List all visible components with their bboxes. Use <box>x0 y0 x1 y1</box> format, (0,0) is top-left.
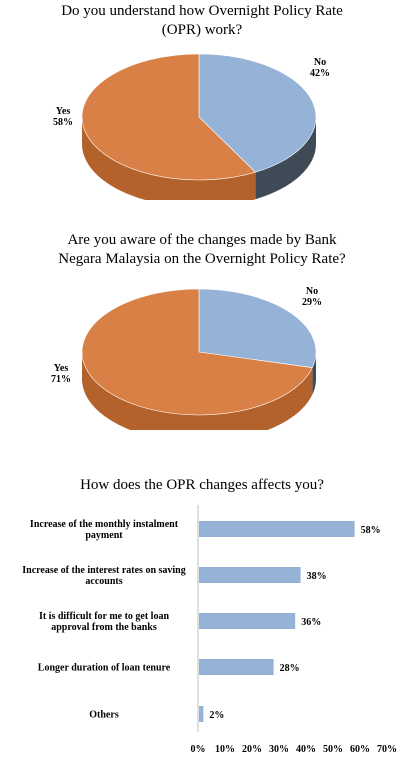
x-tick-label-3: 30% <box>269 744 289 755</box>
pie2-label-yes-name: Yes <box>54 363 69 374</box>
pie1-slice-side-yes <box>82 117 256 200</box>
pie1-title-line-2: (OPR) work? <box>161 22 243 38</box>
pie2-label-no-value: 29% <box>302 297 322 308</box>
bar-3 <box>199 613 296 629</box>
bar-category-label-3-line-2: approval from the banks <box>51 622 157 633</box>
bar-category-label-1-line-1: Increase of the monthly instalment <box>30 519 179 530</box>
bar-value-label-3: 36% <box>301 617 321 628</box>
pie2-title-line-2: Negara Malaysia on the Overnight Policy … <box>58 251 346 267</box>
bar-category-label-4-line-1: Longer duration of loan tenure <box>38 663 171 674</box>
pie2-slice-no <box>198 288 317 368</box>
bar-category-label-2-line-2: accounts <box>85 576 122 587</box>
bar-value-label-1: 58% <box>361 525 381 536</box>
pie1-title: Do you understand how Overnight Policy R… <box>0 2 404 40</box>
pie1-label-no-value: 42% <box>310 68 330 79</box>
bar-category-label-5-line-1: Others <box>89 710 119 721</box>
pie2-title: Are you aware of the changes made by Ban… <box>0 231 404 269</box>
pie1-slice-no <box>198 53 317 173</box>
bar-title-text: How does the OPR changes affects you? <box>80 477 324 493</box>
bar-5 <box>199 706 204 722</box>
pie1-label-yes-value: 58% <box>53 117 73 128</box>
bar-value-label-4: 28% <box>280 663 300 674</box>
x-tick-label-1: 10% <box>215 744 235 755</box>
bar-value-label-2: 38% <box>307 571 327 582</box>
pie2-slice-side-no <box>312 352 316 395</box>
pie2-slice-yes <box>81 288 313 416</box>
bar-category-label-1-line-2: payment <box>85 530 123 541</box>
pie2-slice-side-yes <box>82 352 313 430</box>
bar-category-label-3-line-1: It is difficult for me to get loan <box>39 611 170 622</box>
x-tick-label-2: 20% <box>242 744 262 755</box>
pie2-label-no-name: No <box>306 286 318 297</box>
x-tick-label-7: 70% <box>377 744 397 755</box>
x-tick-label-4: 40% <box>296 744 316 755</box>
x-tick-label-0: 0% <box>191 744 206 755</box>
pie2-title-line-1: Are you aware of the changes made by Ban… <box>67 232 337 248</box>
x-tick-label-5: 50% <box>323 744 343 755</box>
bar-category-label-2-line-1: Increase of the interest rates on saving <box>22 565 186 576</box>
bar-1 <box>199 521 355 537</box>
x-tick-label-6: 60% <box>350 744 370 755</box>
bar-value-label-5: 2% <box>209 710 224 721</box>
pie2-label-yes-value: 71% <box>51 374 71 385</box>
bar-2 <box>199 567 301 583</box>
bar-title: How does the OPR changes affects you? <box>0 476 404 495</box>
pie1-slice-yes <box>81 53 256 181</box>
pie1-label-no-name: No <box>314 57 326 68</box>
pie1-label-yes-name: Yes <box>56 106 71 117</box>
bar-chart-opr-effects: Increase of the monthly instalmentpaymen… <box>22 505 397 755</box>
pie1-title-line-1: Do you understand how Overnight Policy R… <box>61 3 343 19</box>
bar-4 <box>199 659 274 675</box>
pie1-slice-side-no <box>255 117 316 200</box>
